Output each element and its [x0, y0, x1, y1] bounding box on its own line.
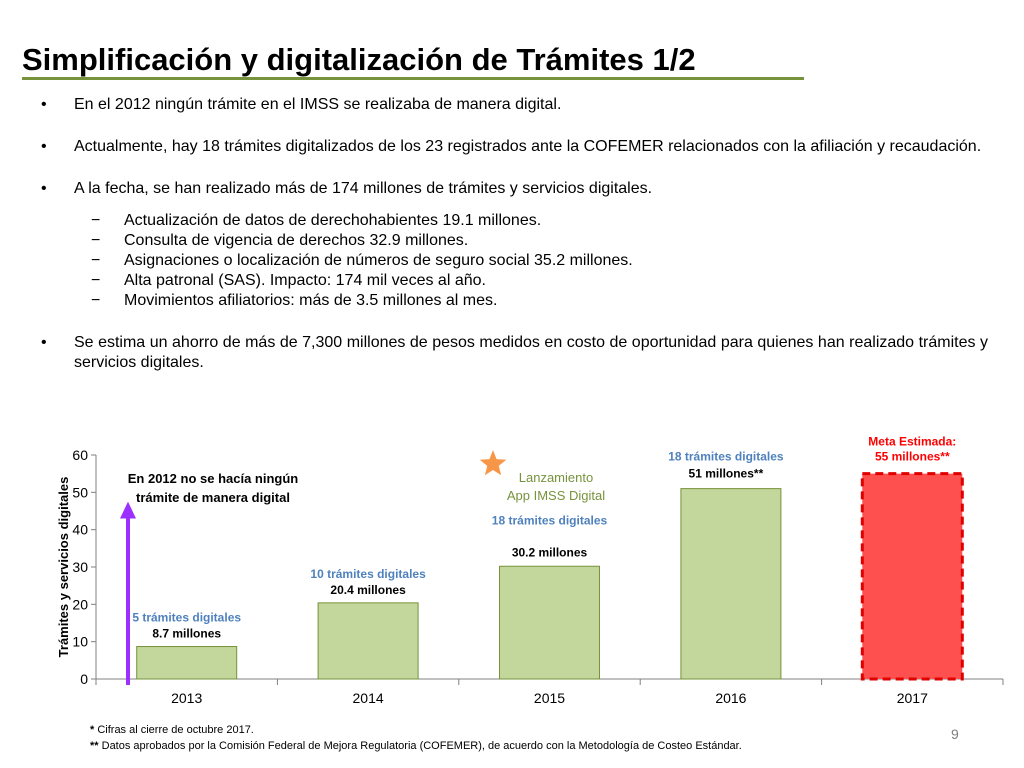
sub-item-text: Alta patronal (SAS). Impacto: 174 mil ve…	[124, 272, 486, 289]
footnote-mark: **	[90, 740, 99, 752]
bullet-text: Actualmente, hay 18 trámites digitalizad…	[74, 138, 982, 155]
sub-item-text: Consulta de vigencia de derechos 32.9 mi…	[124, 232, 469, 249]
y-tick-label: 0	[80, 671, 88, 687]
tramites-label: 18 trámites digitales	[668, 450, 784, 464]
x-tick-label: 2015	[534, 690, 565, 706]
data-label: 51 millones**	[689, 467, 764, 481]
data-label: 8.7 millones	[152, 627, 221, 641]
bullet-marker: •	[41, 138, 47, 155]
bar	[680, 488, 782, 680]
goal-label: Meta Estimada:	[868, 435, 956, 449]
bullet-marker: •	[41, 96, 47, 113]
note-2012: trámite de manera digital	[136, 490, 290, 505]
y-tick-label: 30	[72, 559, 88, 575]
x-tick-label: 2013	[171, 690, 202, 706]
bullet-item: • Se estima un ahorro de más de 7,300 mi…	[38, 333, 988, 373]
bar	[317, 602, 419, 680]
note-2012: En 2012 no se hacía ningún	[128, 471, 299, 486]
arrow-up-icon	[120, 501, 136, 519]
star-icon	[479, 450, 507, 476]
data-label: 30.2 millones	[512, 545, 588, 559]
sub-item-text: Actualización de datos de derechohabient…	[124, 212, 542, 229]
sub-item: − Asignaciones o localización de números…	[38, 251, 988, 271]
x-tick-label: 2014	[353, 690, 384, 706]
dash-marker: −	[91, 272, 101, 289]
bullet-text: Se estima un ahorro de más de 7,300 mill…	[74, 334, 988, 371]
y-tick-label: 20	[72, 596, 88, 612]
data-label: 20.4 millones	[330, 583, 406, 597]
tramites-label: 5 trámites digitales	[132, 611, 241, 625]
sub-item: − Alta patronal (SAS). Impacto: 174 mil …	[38, 271, 988, 291]
bullet-marker: •	[41, 334, 47, 351]
sub-item: − Consulta de vigencia de derechos 32.9 …	[38, 231, 988, 251]
bullet-item: • A la fecha, se han realizado más de 17…	[38, 179, 988, 199]
bullet-marker: •	[41, 180, 47, 197]
footnote-mark: *	[90, 724, 95, 736]
bullet-text: A la fecha, se han realizado más de 174 …	[74, 180, 653, 197]
bar	[499, 565, 600, 680]
tramites-label: 18 trámites digitales	[492, 513, 608, 527]
footnote-1: * Cifras al cierre de octubre 2017.	[90, 724, 254, 736]
bullet-item: • En el 2012 ningún trámite en el IMSS s…	[38, 95, 988, 115]
y-tick-label: 60	[72, 447, 88, 463]
y-tick-label: 10	[72, 634, 88, 650]
page-title: Simplificación y digitalización de Trámi…	[22, 42, 696, 77]
y-tick-label: 50	[72, 484, 88, 500]
y-axis-title: Trámites y servicios digitales	[56, 477, 71, 658]
y-tick-label: 40	[72, 522, 88, 538]
bullet-item: • Actualmente, hay 18 trámites digitaliz…	[38, 137, 988, 157]
dash-marker: −	[91, 212, 101, 229]
footnote-text: Datos aprobados por la Comisión Federal …	[98, 740, 742, 752]
launch-label: Lanzamiento	[519, 470, 593, 485]
x-tick-label: 2017	[897, 690, 928, 706]
dash-marker: −	[91, 232, 101, 249]
sub-item: − Actualización de datos de derechohabie…	[38, 211, 988, 231]
footnote-2: ** Datos aprobados por la Comisión Feder…	[90, 740, 742, 752]
footnote-text: Cifras al cierre de octubre 2017.	[94, 724, 254, 736]
bullet-list: • En el 2012 ningún trámite en el IMSS s…	[38, 95, 988, 373]
goal-bar	[860, 472, 964, 681]
sub-item: − Movimientos afiliatorios: más de 3.5 m…	[38, 291, 988, 311]
bar	[136, 646, 238, 680]
dash-marker: −	[91, 252, 101, 269]
sub-item-text: Asignaciones o localización de números d…	[124, 252, 633, 269]
title-underline	[22, 77, 804, 80]
bullet-text: En el 2012 ningún trámite en el IMSS se …	[74, 96, 562, 113]
x-tick-label: 2016	[715, 690, 746, 706]
tramites-label: 10 trámites digitales	[310, 567, 426, 581]
sub-item-text: Movimientos afiliatorios: más de 3.5 mil…	[124, 292, 498, 309]
launch-label: App IMSS Digital	[507, 488, 605, 503]
dash-marker: −	[91, 292, 101, 309]
data-label: 55 millones**	[875, 450, 950, 464]
page-number: 9	[951, 726, 959, 742]
